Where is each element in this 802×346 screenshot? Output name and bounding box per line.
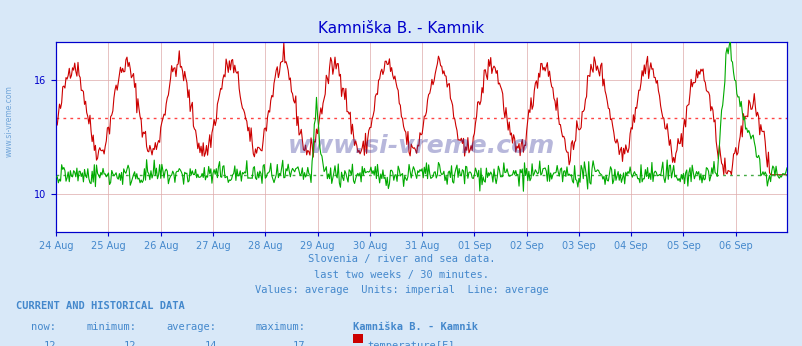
- Text: 12: 12: [124, 341, 136, 346]
- Text: www.si-vreme.com: www.si-vreme.com: [288, 134, 554, 158]
- Text: 17: 17: [292, 341, 305, 346]
- Text: www.si-vreme.com: www.si-vreme.com: [5, 85, 14, 157]
- Text: Kamniška B. - Kamnik: Kamniška B. - Kamnik: [318, 21, 484, 36]
- Text: CURRENT AND HISTORICAL DATA: CURRENT AND HISTORICAL DATA: [16, 301, 184, 311]
- Text: Slovenia / river and sea data.: Slovenia / river and sea data.: [307, 254, 495, 264]
- Text: now:: now:: [31, 322, 56, 332]
- Text: Kamniška B. - Kamnik: Kamniška B. - Kamnik: [353, 322, 478, 332]
- Text: minimum:: minimum:: [87, 322, 136, 332]
- Text: 12: 12: [43, 341, 56, 346]
- Text: average:: average:: [167, 322, 217, 332]
- Text: maximum:: maximum:: [255, 322, 305, 332]
- Text: 14: 14: [204, 341, 217, 346]
- Text: last two weeks / 30 minutes.: last two weeks / 30 minutes.: [314, 270, 488, 280]
- Text: temperature[F]: temperature[F]: [367, 341, 455, 346]
- Text: Values: average  Units: imperial  Line: average: Values: average Units: imperial Line: av…: [254, 285, 548, 295]
